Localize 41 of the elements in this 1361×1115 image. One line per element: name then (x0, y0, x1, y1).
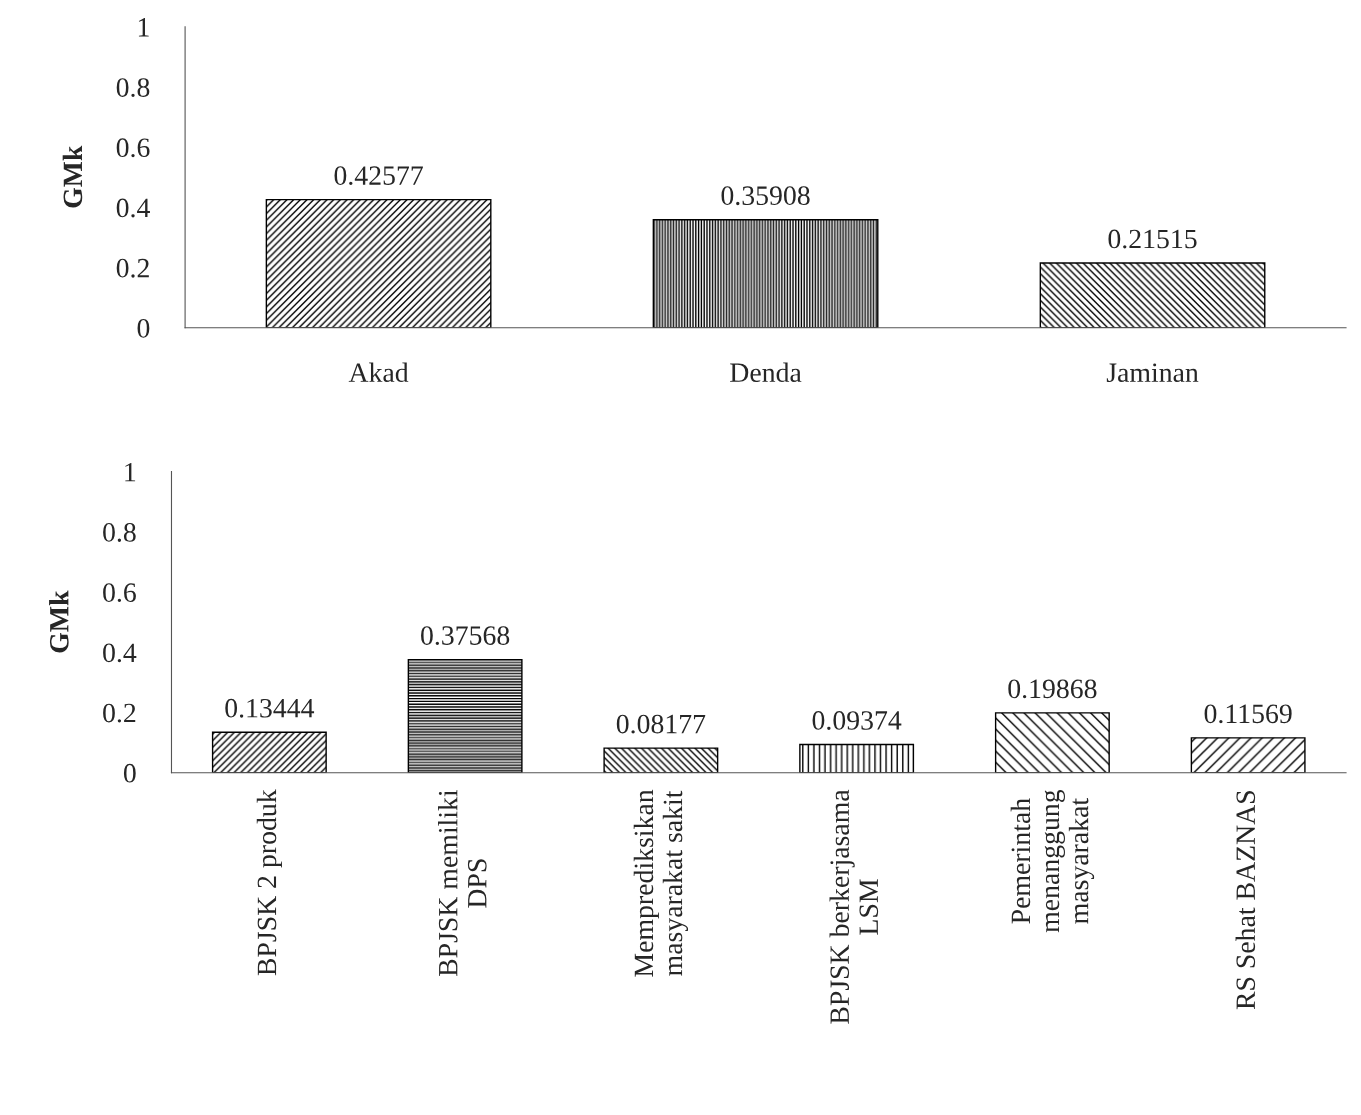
y-axis-title: GMk (62, 145, 83, 208)
y-tick-label: 0.4 (116, 198, 150, 218)
y-tick-label: 0.6 (116, 138, 150, 158)
x-tick-label: Akad (348, 362, 409, 383)
data-label: 0.19868 (1008, 679, 1097, 699)
data-label: 0.11569 (1204, 704, 1292, 724)
y-tick-label: 1 (125, 462, 136, 482)
data-label: 0.08177 (616, 714, 706, 734)
y-tick-label: 0.4 (103, 643, 137, 663)
x-tick-label: BPJSK memiliki DPS (438, 789, 487, 977)
x-tick-label: Jaminan (1106, 363, 1199, 383)
y-tick-label: 0.2 (116, 258, 149, 278)
y-tick-label: 0.8 (103, 523, 136, 542)
bar (1039, 262, 1266, 328)
x-tick-label: BPJSK 2 produk (256, 789, 282, 976)
data-label: 0.09374 (812, 711, 902, 730)
bar (211, 731, 327, 773)
bar (603, 747, 719, 773)
y-axis-title: GMk (49, 590, 69, 653)
data-label: 0.35908 (721, 186, 810, 206)
data-label: 0.13444 (225, 698, 315, 718)
x-tick-label: BPJSK berkerjasama LSM (829, 789, 879, 1024)
bar (652, 219, 879, 328)
data-label: 0.42577 (334, 166, 423, 186)
y-tick-label: 0.8 (116, 78, 150, 97)
data-label: 0.37568 (421, 626, 510, 646)
y-tick-label: 0.6 (103, 583, 136, 603)
bar (407, 658, 523, 773)
y-tick-label: 1 (138, 18, 149, 37)
x-tick-label: Memprediksikan masyarakat sakit (633, 789, 689, 977)
y-tick-label: 0 (137, 318, 150, 338)
bar (265, 198, 492, 328)
x-tick-label: RS Sehat BAZNAS (1235, 791, 1256, 1010)
x-tick-label: Denda (730, 362, 802, 383)
y-tick-label: 0.2 (103, 703, 136, 723)
bar (1190, 737, 1306, 773)
bar (994, 712, 1110, 773)
x-tick-label: Pemerintah menanggung masyarakat (1010, 789, 1095, 933)
data-label: 0.21515 (1108, 229, 1197, 249)
bar (799, 743, 915, 773)
y-tick-label: 0 (123, 763, 136, 783)
